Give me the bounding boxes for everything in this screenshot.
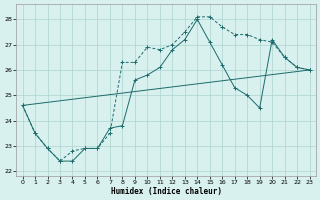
X-axis label: Humidex (Indice chaleur): Humidex (Indice chaleur): [111, 187, 221, 196]
